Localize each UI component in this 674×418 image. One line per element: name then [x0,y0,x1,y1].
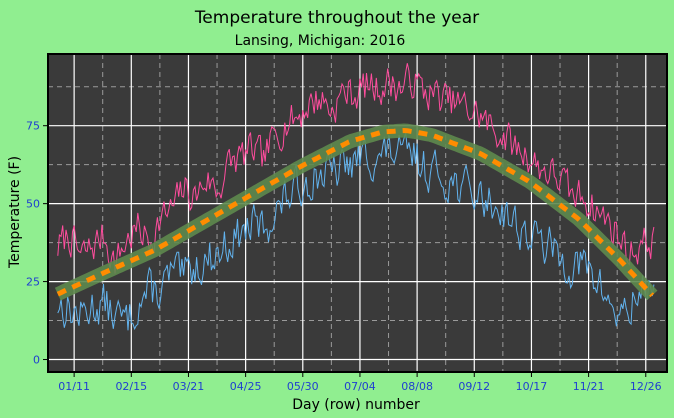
low-temperature-line [57,132,655,331]
x-tick-label: 04/25 [230,380,262,393]
y-tick-label: 0 [33,354,40,367]
x-axis-title: Day (row) number [292,397,420,413]
x-tick-label: 05/30 [287,380,319,393]
y-tick-label: 25 [26,276,40,289]
x-tick-label: 11/21 [573,380,605,393]
chart-subtitle: Lansing, Michigan: 2016 [235,33,406,49]
x-tick-label: 01/11 [58,380,90,393]
x-tick-label: 12/26 [630,380,662,393]
x-tick-label: 03/21 [173,380,205,393]
x-tick-label: 09/12 [458,380,490,393]
high-temperature-line [57,63,655,274]
x-tick-label: 02/15 [115,380,147,393]
x-tick-label: 10/17 [516,380,548,393]
x-axis: 01/11 02/15 03/21 04/25 05/30 07/04 08/08 09/12… [58,372,662,393]
y-axis: 0 25 50 75 [26,120,48,367]
y-axis-title: Temperature (F) [7,156,23,269]
series-layer [54,63,658,331]
grid-lines [48,54,667,372]
plot-frame [47,53,668,373]
x-tick-label: 07/04 [344,380,376,393]
y-tick-label: 50 [26,198,40,211]
smooth-trend-line [56,127,655,298]
chart-title: Temperature throughout the year [194,8,479,28]
x-tick-label: 08/08 [401,380,433,393]
y-tick-label: 75 [26,120,40,133]
